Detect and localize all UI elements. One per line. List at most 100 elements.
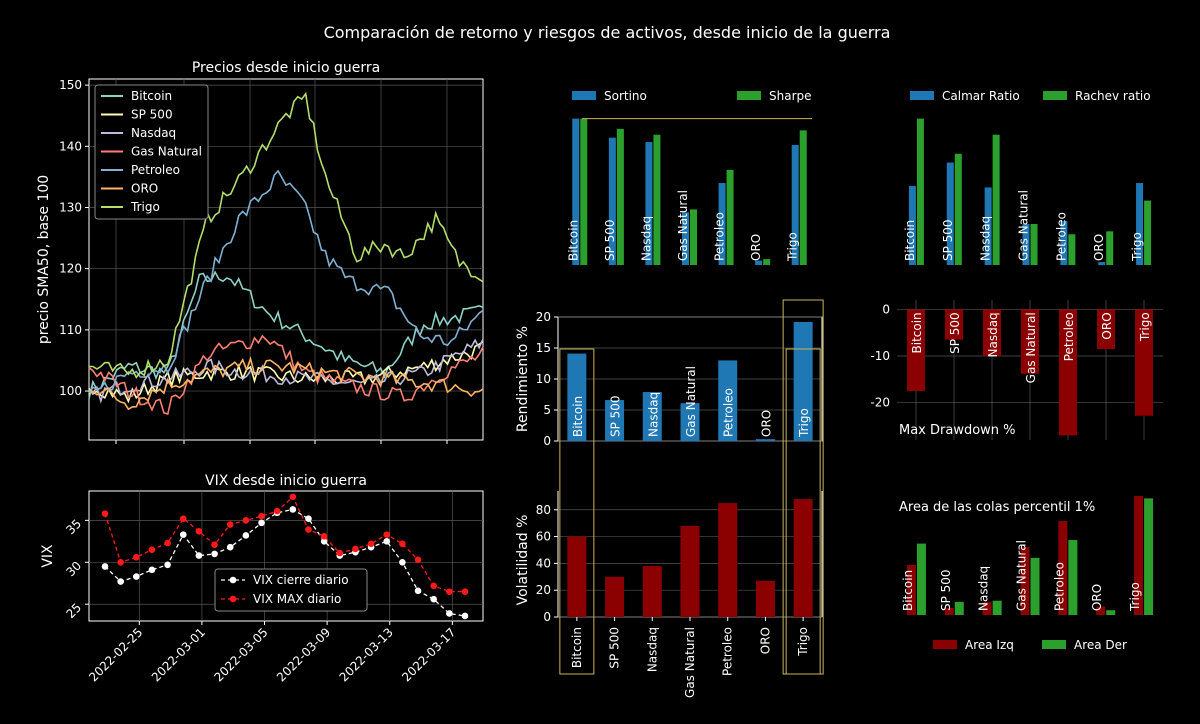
vix-axes-frame: [88, 490, 484, 622]
volatilidad-xtick-label: Petroleo: [721, 627, 735, 676]
calmar-legend-label: Calmar Ratio: [942, 89, 1020, 103]
drawdown-category-label: SP 500: [948, 312, 962, 354]
vix-point: [164, 561, 171, 569]
vix-point: [399, 540, 406, 548]
sortino-bar: [608, 137, 616, 265]
rendimiento-category-label: SP 500: [609, 395, 623, 437]
sortino-bar: [726, 169, 734, 265]
volatilidad-xtick-label: Bitcoin: [570, 627, 584, 668]
prices-ylabel: precio SMA50, base 100: [36, 175, 52, 344]
colas-bar: [1058, 520, 1068, 615]
drawdown-bar: [1021, 309, 1039, 374]
volatilidad-bar: [718, 503, 738, 617]
drawdown-category-label: Petroleo: [1062, 312, 1076, 361]
calmar-bar: [1106, 231, 1114, 265]
drawdown-bar: [1097, 309, 1115, 349]
drawdown-category-label: ORO: [1100, 312, 1114, 339]
calmar-bar: [1098, 262, 1106, 265]
vix-point: [148, 566, 156, 574]
vix-point: [461, 612, 469, 620]
colas-bar: [1106, 610, 1116, 615]
vix-legend-label: VIX MAX diario: [253, 592, 341, 606]
vix-legend-label: VIX cierre diario: [253, 573, 349, 587]
vix-point: [446, 588, 453, 595]
vix-xtick-label: 2022-03-01: [149, 625, 208, 684]
prices-ytick-label: 130: [59, 200, 82, 214]
colas-category-label: ORO: [1090, 584, 1104, 611]
rendimiento-bar: [755, 439, 775, 441]
vix-ytick-label: 25: [63, 600, 84, 621]
volatilidad-ytick-label: 20: [536, 583, 551, 597]
colas-legend-swatch: [1042, 640, 1066, 649]
volatilidad-bar: [642, 566, 662, 617]
sortino-bar: [653, 134, 661, 265]
vix-xtick-label: 2022-03-09: [274, 625, 333, 684]
drawdown-bar: [1059, 309, 1077, 436]
colas-title: Area de las colas percentil 1%: [899, 500, 1095, 515]
vix-legend-marker: [229, 595, 237, 603]
prices-legend-label: Gas Natural: [131, 145, 202, 159]
sortino-category-label: ORO: [749, 234, 763, 261]
figure-title: Comparación de retorno y riesgos de acti…: [324, 23, 891, 42]
calmar-bar: [1022, 224, 1030, 265]
calmar-bar: [1068, 234, 1076, 265]
colas-legend-swatch: [933, 640, 957, 649]
calmar-category-label: ORO: [1092, 234, 1106, 261]
vix-point: [164, 539, 171, 547]
sortino-legend-label: Sortino: [604, 89, 647, 103]
volatilidad-ytick-label: 40: [536, 556, 551, 570]
vix-point: [352, 545, 359, 553]
vix-point: [289, 506, 297, 513]
vix-ytick-label: 35: [63, 517, 84, 538]
vix-point: [211, 550, 218, 558]
vix-point: [117, 578, 124, 585]
vix-point: [148, 546, 156, 554]
colas-bar: [906, 565, 916, 615]
colas-bar: [1144, 498, 1154, 615]
volatilidad-xtick-label: ORO: [758, 627, 772, 654]
prices-legend-label: SP 500: [131, 108, 173, 122]
calmar-bar: [992, 134, 1000, 265]
prices-legend-label: Trigo: [130, 200, 160, 214]
vix-point: [179, 531, 187, 538]
prices-series-line: [89, 91, 484, 379]
colas-category-label: Gas Natural: [1015, 540, 1029, 611]
vix-point: [273, 507, 281, 515]
vix-point: [367, 540, 375, 548]
vix-series-line: [104, 508, 466, 617]
vix-xtick-label: 2022-03-13: [337, 625, 396, 684]
volatilidad-ytick-label: 60: [536, 530, 551, 544]
calmar-legend-swatch: [910, 91, 934, 100]
rendimiento-bar: [793, 321, 813, 441]
volatilidad-xtick-label: Nasdaq: [645, 627, 659, 672]
rendimiento-category-label: Trigo: [797, 408, 811, 438]
calmar-bar: [908, 185, 916, 265]
colas-category-label: Petroleo: [1052, 562, 1066, 611]
vix-point: [226, 543, 234, 551]
vix-point: [117, 558, 124, 566]
rendimiento-category-label: Nasdaq: [646, 392, 660, 437]
drawdown-ytick-label: -20: [870, 396, 890, 410]
sortino-bar: [763, 259, 771, 265]
rendimiento-category-label: Gas Natural: [684, 366, 698, 437]
vix-legend-box: [214, 568, 368, 612]
sortino-category-label: Bitcoin: [566, 220, 580, 261]
colas-category-label: SP 500: [939, 569, 953, 611]
prices-legend-label: Bitcoin: [131, 89, 172, 103]
prices-ytick-label: 110: [59, 323, 82, 337]
prices-series-line: [88, 340, 484, 404]
sortino-category-label: SP 500: [603, 219, 617, 261]
prices-series-line: [88, 334, 484, 416]
colas-category-label: Bitcoin: [901, 570, 915, 611]
prices-axes-frame: [88, 78, 484, 441]
calmar-bar: [984, 187, 992, 265]
vix-point: [195, 527, 203, 535]
colas-bar: [1030, 557, 1040, 615]
vix-point: [242, 517, 250, 524]
volatilidad-bar: [755, 580, 775, 617]
sortino-bar: [616, 128, 624, 265]
prices-ytick-label: 140: [59, 139, 82, 153]
rendimiento-category-label: ORO: [759, 410, 773, 437]
calmar-bar: [916, 118, 924, 266]
